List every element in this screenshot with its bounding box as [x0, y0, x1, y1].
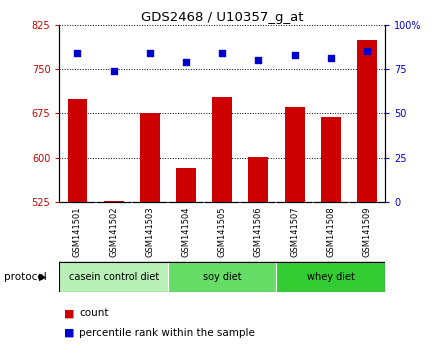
Point — [327, 56, 334, 61]
Text: protocol: protocol — [4, 272, 47, 282]
Bar — [168, 262, 276, 292]
Text: GSM141509: GSM141509 — [363, 207, 371, 257]
Point — [147, 50, 154, 56]
Point — [183, 59, 190, 65]
Text: GSM141502: GSM141502 — [109, 207, 118, 257]
Bar — [321, 118, 341, 202]
Bar — [140, 113, 160, 202]
Bar — [212, 97, 232, 202]
Text: GSM141508: GSM141508 — [326, 206, 335, 257]
Text: GSM141504: GSM141504 — [182, 207, 191, 257]
Text: ■: ■ — [64, 328, 74, 338]
Bar — [249, 157, 268, 202]
Text: ▶: ▶ — [39, 272, 46, 282]
Bar — [357, 40, 377, 202]
Point — [74, 50, 81, 56]
Bar — [276, 262, 385, 292]
Bar — [104, 201, 124, 202]
Point — [110, 68, 117, 74]
Bar — [176, 167, 196, 202]
Point — [255, 57, 262, 63]
Title: GDS2468 / U10357_g_at: GDS2468 / U10357_g_at — [141, 11, 304, 24]
Text: count: count — [79, 308, 109, 318]
Point — [291, 52, 298, 58]
Bar — [68, 98, 88, 202]
Bar — [285, 107, 304, 202]
Text: GSM141507: GSM141507 — [290, 206, 299, 257]
Text: ■: ■ — [64, 308, 74, 318]
Bar — [59, 262, 168, 292]
Text: soy diet: soy diet — [203, 272, 242, 282]
Text: GSM141503: GSM141503 — [145, 206, 154, 257]
Text: casein control diet: casein control diet — [69, 272, 159, 282]
Text: percentile rank within the sample: percentile rank within the sample — [79, 328, 255, 338]
Text: whey diet: whey diet — [307, 272, 355, 282]
Text: GSM141501: GSM141501 — [73, 207, 82, 257]
Point — [219, 50, 226, 56]
Point — [363, 48, 370, 54]
Text: GSM141505: GSM141505 — [218, 207, 227, 257]
Text: GSM141506: GSM141506 — [254, 206, 263, 257]
